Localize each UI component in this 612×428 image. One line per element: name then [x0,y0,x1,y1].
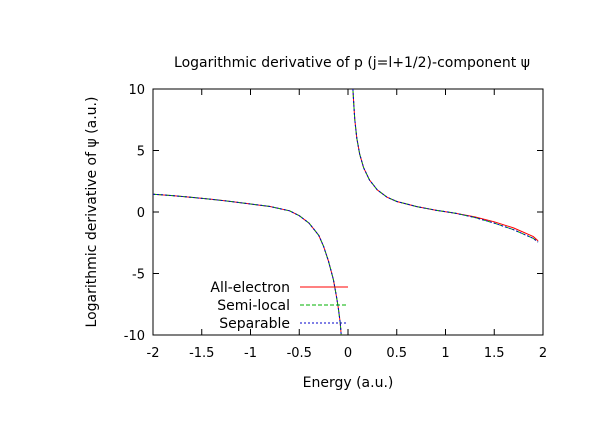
x-tick-label: -2 [147,346,160,361]
legend: All-electron Semi-local Separable [210,280,348,332]
legend-label: Separable [219,316,290,332]
axis-ticks [152,88,544,336]
chart-title: Logarithmic derivative of p (j=l+1/2)-co… [174,55,530,71]
x-axis-label: Energy (a.u.) [303,375,394,391]
x-tick-label: 0 [344,346,352,361]
series-line-semi-local-1 [352,88,539,243]
x-tick-label: -1 [244,346,257,361]
y-tick-label: -10 [124,329,145,344]
x-tick-label: 2 [539,346,547,361]
y-tick-label: 10 [128,83,145,98]
legend-label: All-electron [210,280,290,296]
y-axis-label: Logarithmic derivative of ψ (a.u.) [84,97,100,328]
plot-frame [152,88,544,336]
series-line-all-electron-1 [352,88,539,242]
y-tick-labels: -10 -5 0 5 10 [124,83,145,344]
curves [152,88,539,336]
legend-label: Semi-local [217,298,290,314]
series-line-separable-1 [352,88,539,243]
x-tick-label: 1.5 [484,346,505,361]
x-tick-labels: -2 -1.5 -1 -0.5 0 0.5 1 1.5 2 [147,346,548,361]
series-line-separable-0 [152,193,342,336]
x-tick-label: 1 [441,346,449,361]
x-tick-label: -0.5 [287,346,312,361]
y-tick-label: 0 [137,206,145,221]
y-tick-label: 5 [137,145,145,160]
y-tick-label: -5 [132,268,145,283]
plot-area [152,88,544,336]
x-tick-label: -1.5 [189,346,214,361]
x-tick-label: 0.5 [386,346,407,361]
